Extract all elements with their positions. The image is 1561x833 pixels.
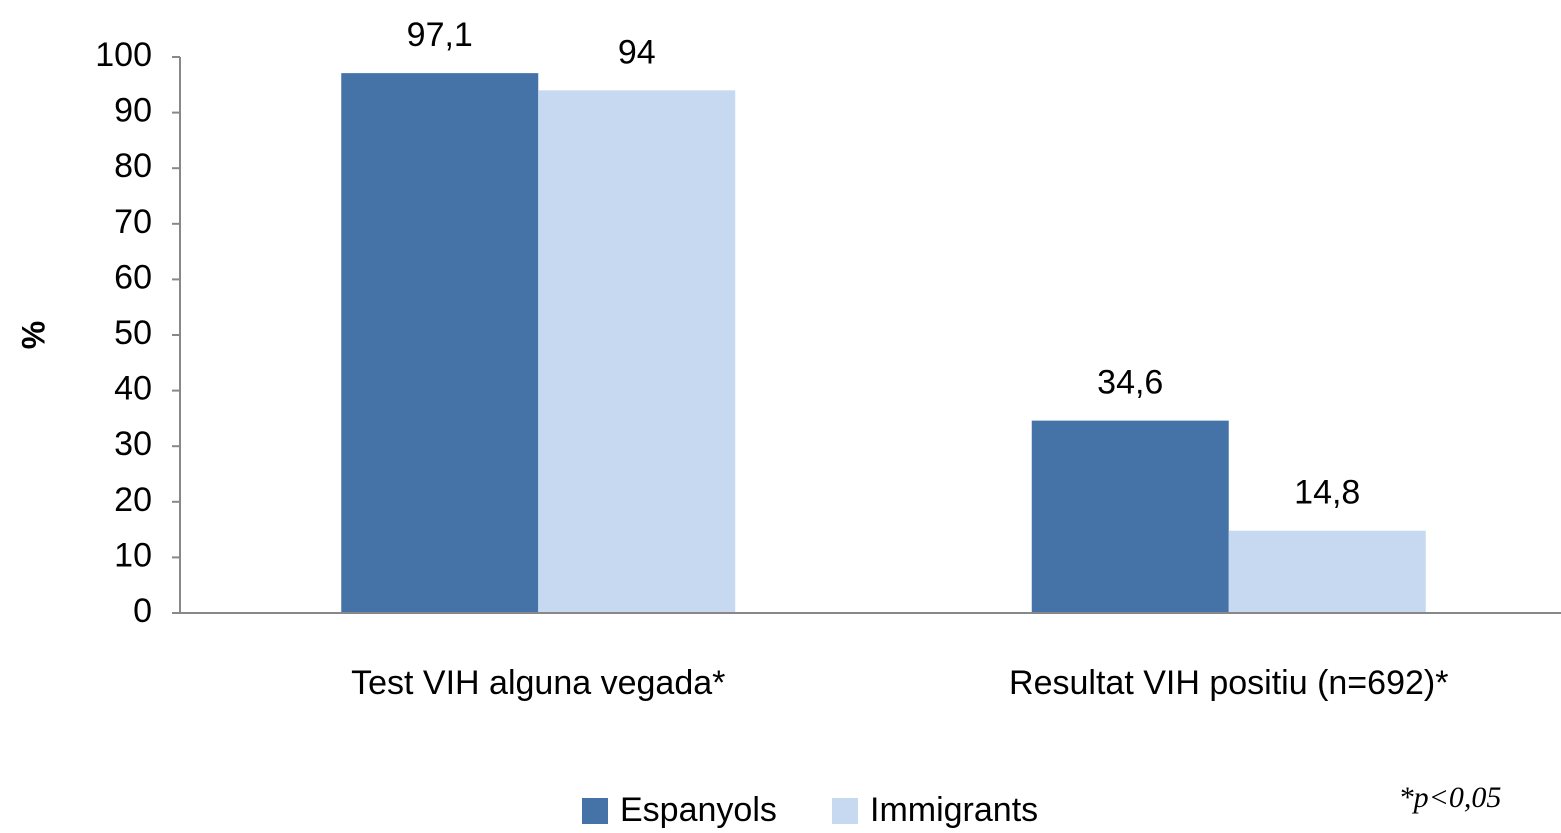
- y-tick-label: 10: [114, 536, 152, 574]
- legend-swatch: [582, 798, 608, 824]
- x-tick-label: Resultat VIH positiu (n=692)*: [1009, 664, 1448, 702]
- annotation: *p<0,05: [1399, 781, 1502, 814]
- y-tick-label: 90: [114, 92, 152, 130]
- y-tick-label: 70: [114, 203, 152, 241]
- x-tick-label: Test VIH alguna vegada*: [351, 664, 725, 702]
- y-tick-label: 40: [114, 370, 152, 408]
- legend-swatch: [832, 798, 858, 824]
- legend-label: Immigrants: [870, 791, 1038, 829]
- value-label: 34,6: [1097, 364, 1163, 402]
- bar: [341, 73, 539, 613]
- value-label: 94: [618, 33, 656, 71]
- legend-label: Espanyols: [620, 791, 777, 829]
- y-tick-label: 60: [114, 258, 152, 296]
- y-axis-label: %: [15, 321, 51, 349]
- y-tick-label: 50: [114, 314, 152, 352]
- bar: [1228, 530, 1426, 613]
- bar: [1031, 420, 1229, 613]
- y-tick-label: 0: [133, 592, 152, 630]
- y-tick-label: 80: [114, 147, 152, 185]
- y-tick-label: 30: [114, 425, 152, 463]
- value-label: 97,1: [407, 16, 473, 54]
- value-label: 14,8: [1294, 474, 1360, 512]
- bar: [538, 90, 736, 614]
- y-tick-label: 20: [114, 481, 152, 519]
- y-tick-label: 100: [95, 36, 152, 74]
